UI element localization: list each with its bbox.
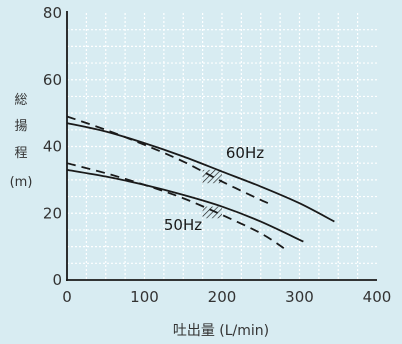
- dashed-curve: [66, 115, 273, 206]
- y-axis-title-char: 揚: [14, 118, 27, 134]
- y-tick-label: 80: [43, 4, 62, 22]
- x-tick-label: 400: [363, 288, 392, 306]
- hatched-region: [202, 206, 222, 219]
- y-tick-label: 60: [43, 71, 62, 89]
- y-axis-title-char: (m): [10, 175, 33, 190]
- solid-curve: [66, 122, 335, 223]
- grid: [67, 13, 377, 280]
- x-tick-label: 300: [285, 288, 314, 306]
- y-tick-label: 40: [43, 138, 62, 156]
- y-axis-title-char: 総: [14, 93, 27, 108]
- solid-curve: [66, 168, 304, 243]
- curve-annotation-label: 60Hz: [226, 144, 264, 162]
- axes: [66, 11, 377, 281]
- annotations: 60Hz 50Hz: [164, 144, 264, 234]
- series-lines: [66, 115, 335, 250]
- y-axis-title-char: 程: [14, 146, 27, 161]
- dashed-curve: [66, 162, 285, 250]
- x-tick-label: 100: [130, 288, 159, 306]
- tick-labels: 0 100 200 300 400 0 20 40 60 80: [43, 4, 391, 306]
- x-tick-label: 0: [62, 288, 72, 306]
- y-tick-label: 0: [52, 271, 62, 289]
- y-tick-label: 20: [43, 204, 62, 222]
- x-axis-title: 吐出量 (L/min): [173, 323, 269, 339]
- x-tick-label: 200: [208, 288, 237, 306]
- curve-annotation-label: 50Hz: [164, 216, 202, 234]
- y-axis-title: 総揚程 (m): [10, 93, 33, 190]
